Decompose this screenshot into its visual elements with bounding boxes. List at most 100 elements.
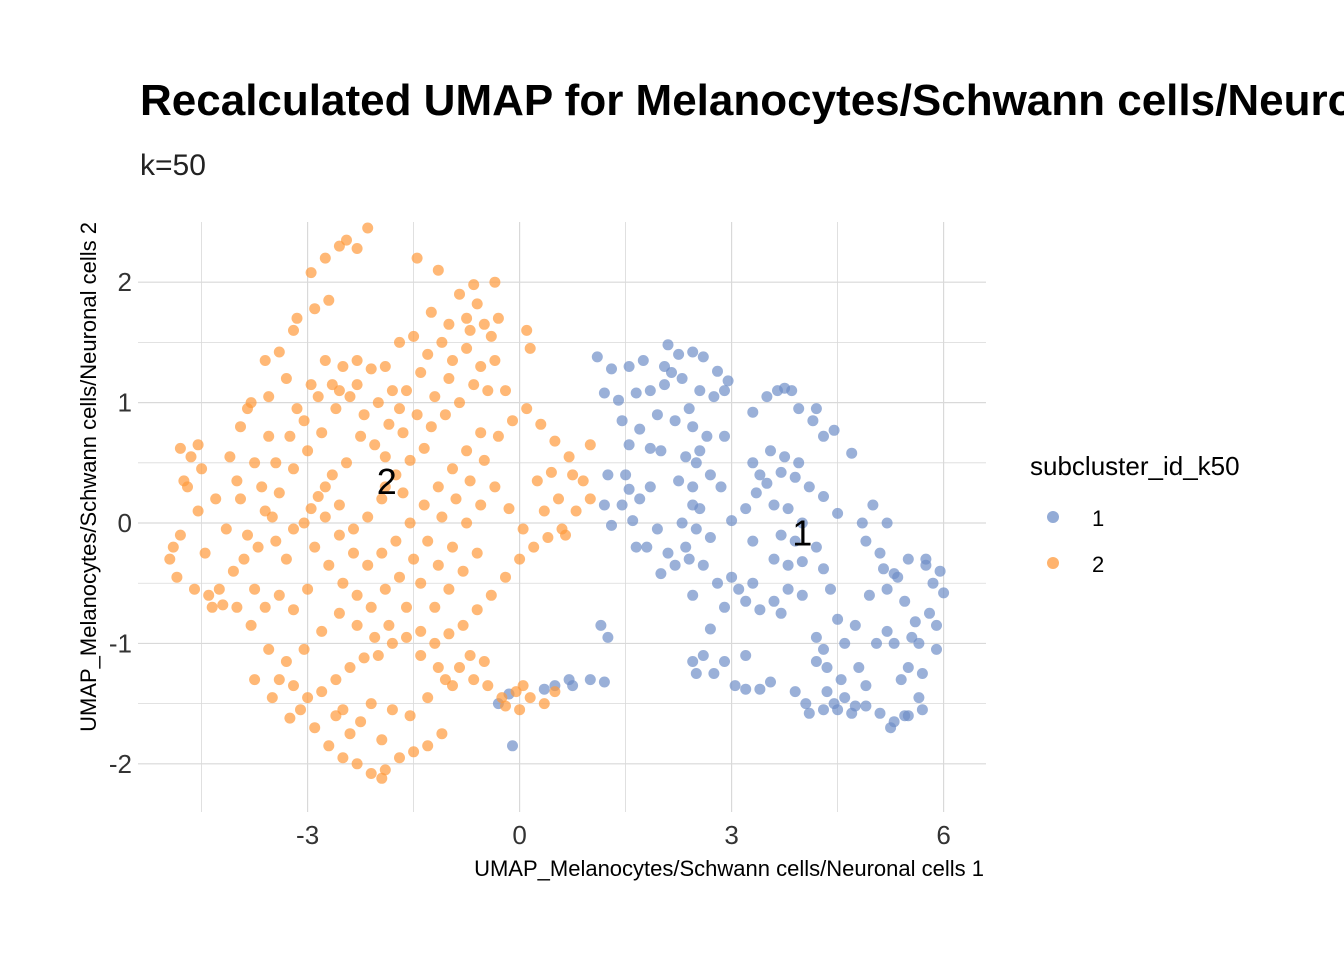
data-point-cluster-2 [475, 361, 487, 372]
data-point-cluster-1 [853, 662, 865, 673]
data-point-cluster-2 [273, 346, 285, 358]
data-point-cluster-2 [379, 361, 391, 372]
x-axis-label: UMAP_Melanocytes/Schwann cells/Neuronal … [474, 856, 984, 881]
data-point-cluster-2 [379, 583, 391, 595]
y-tick-label: 2 [118, 267, 132, 297]
data-point-cluster-2 [351, 758, 363, 770]
data-point-cluster-1 [719, 430, 730, 442]
data-point-cluster-2 [517, 523, 529, 535]
data-point-cluster-1 [620, 469, 632, 481]
data-point-cluster-2 [376, 493, 388, 505]
data-point-cluster-1 [909, 616, 921, 628]
data-point-cluster-2 [178, 475, 190, 487]
data-point-cluster-1 [775, 529, 787, 541]
data-point-cluster-2 [478, 318, 490, 330]
data-point-cluster-2 [192, 505, 204, 517]
data-point-cluster-1 [662, 339, 674, 351]
legend-label-2: 2 [1092, 552, 1104, 577]
data-point-cluster-1 [673, 475, 685, 487]
y-tick-label: 0 [118, 508, 132, 538]
data-point-cluster-1 [768, 553, 780, 565]
data-point-cluster-2 [266, 692, 278, 704]
data-point-cluster-2 [263, 430, 275, 442]
data-point-cluster-2 [164, 553, 176, 565]
data-point-cluster-1 [680, 451, 692, 463]
data-point-cluster-1 [687, 589, 699, 601]
data-point-cluster-2 [415, 577, 427, 589]
data-point-cluster-1 [839, 692, 851, 704]
data-point-cluster-2 [408, 553, 420, 565]
data-point-cluster-2 [323, 294, 335, 306]
data-point-cluster-2 [298, 643, 310, 655]
data-point-cluster-2 [344, 662, 356, 673]
data-point-cluster-2 [341, 234, 352, 246]
data-point-cluster-1 [644, 442, 656, 454]
data-point-cluster-2 [538, 505, 550, 517]
data-point-cluster-1 [775, 607, 787, 619]
data-point-cluster-1 [871, 637, 882, 649]
data-point-cluster-2 [249, 583, 261, 595]
data-point-cluster-2 [174, 442, 186, 454]
data-point-cluster-1 [507, 740, 518, 752]
data-point-cluster-2 [249, 674, 261, 686]
data-point-cluster-2 [432, 559, 444, 571]
data-point-cluster-2 [302, 445, 314, 457]
data-point-cluster-2 [560, 529, 571, 541]
data-point-cluster-2 [386, 385, 398, 397]
data-point-cluster-2 [383, 619, 395, 631]
data-point-cluster-2 [355, 716, 367, 728]
data-point-cluster-1 [878, 563, 889, 575]
data-point-cluster-1 [810, 541, 822, 553]
data-point-cluster-2 [485, 330, 497, 342]
x-tick-label: 0 [512, 820, 526, 850]
data-point-cluster-2 [475, 427, 487, 439]
data-point-cluster-1 [779, 451, 791, 463]
data-point-cluster-1 [704, 532, 716, 543]
data-point-cluster-1 [765, 445, 776, 457]
data-point-cluster-2 [408, 746, 420, 758]
chart-subtitle: k=50 [140, 149, 206, 182]
data-point-cluster-2 [298, 415, 310, 427]
data-point-cluster-2 [471, 547, 483, 559]
data-point-cluster-2 [365, 363, 377, 375]
data-point-cluster-2 [464, 475, 476, 487]
data-point-cluster-1 [796, 589, 808, 601]
data-point-cluster-2 [436, 728, 448, 740]
data-point-cluster-2 [386, 637, 398, 649]
data-point-cluster-2 [263, 391, 275, 403]
data-point-cluster-1 [803, 481, 815, 493]
data-point-cluster-1 [835, 674, 847, 686]
data-point-cluster-2 [316, 625, 328, 637]
data-point-cluster-1 [754, 604, 766, 616]
data-point-cluster-2 [319, 511, 331, 523]
data-point-cluster-1 [651, 523, 663, 535]
data-point-cluster-1 [772, 385, 783, 397]
data-point-cluster-2 [280, 373, 292, 384]
data-point-cluster-2 [404, 710, 416, 722]
data-point-cluster-2 [217, 599, 229, 611]
data-point-cluster-2 [270, 535, 282, 547]
data-point-cluster-1 [683, 553, 695, 565]
data-point-cluster-2 [333, 607, 345, 619]
data-point-cluster-2 [330, 710, 342, 722]
data-point-cluster-1 [697, 351, 709, 363]
data-point-cluster-1 [715, 481, 727, 493]
data-point-cluster-2 [475, 499, 487, 511]
data-point-cluster-1 [846, 447, 858, 459]
data-point-cluster-1 [825, 583, 836, 595]
data-point-cluster-2 [337, 361, 349, 372]
data-point-cluster-2 [461, 312, 473, 324]
data-point-cluster-2 [443, 318, 455, 330]
data-point-cluster-1 [793, 403, 805, 415]
data-point-cluster-2 [521, 324, 533, 336]
data-point-cluster-1 [616, 499, 628, 511]
data-point-cluster-2 [379, 451, 391, 463]
data-point-cluster-1 [818, 704, 829, 716]
data-point-cluster-1 [591, 351, 603, 363]
data-point-cluster-2 [468, 674, 480, 686]
data-point-cluster-1 [754, 683, 766, 695]
data-point-cluster-1 [927, 577, 939, 589]
data-point-cluster-1 [694, 385, 706, 397]
data-point-cluster-1 [832, 613, 844, 625]
data-point-cluster-2 [549, 686, 561, 698]
